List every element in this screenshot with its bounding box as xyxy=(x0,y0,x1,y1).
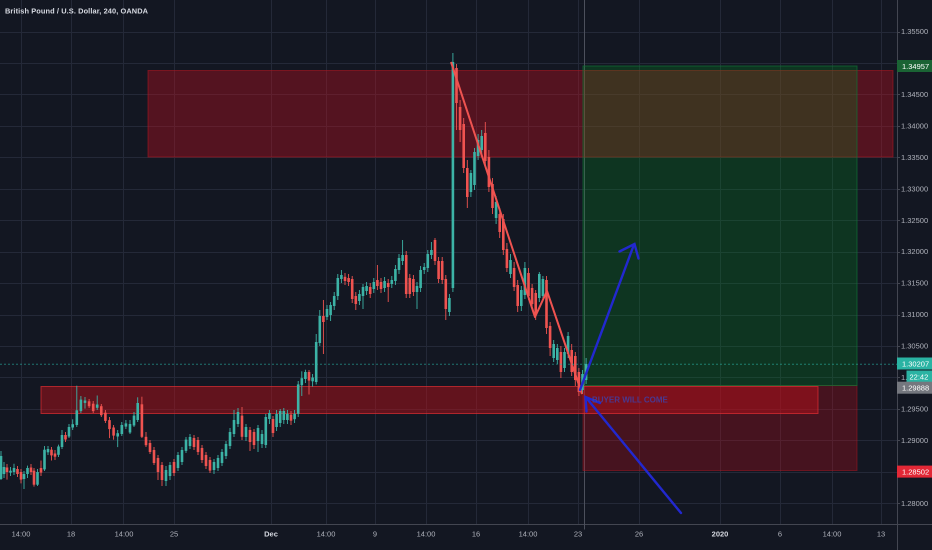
svg-text:14:00: 14:00 xyxy=(823,530,842,539)
svg-text:British Pound / U.S. Dollar, 2: British Pound / U.S. Dollar, 240, OANDA xyxy=(5,7,149,16)
svg-text:Dec: Dec xyxy=(264,530,278,539)
svg-text:1.28502: 1.28502 xyxy=(902,467,929,476)
svg-text:1.30500: 1.30500 xyxy=(901,342,928,351)
svg-text:1.34500: 1.34500 xyxy=(901,90,928,99)
svg-text:1.32000: 1.32000 xyxy=(901,247,928,256)
svg-text:13: 13 xyxy=(877,530,885,539)
svg-text:14:00: 14:00 xyxy=(519,530,538,539)
svg-text:9: 9 xyxy=(373,530,377,539)
svg-text:22:42: 22:42 xyxy=(910,373,929,382)
svg-text:14:00: 14:00 xyxy=(417,530,436,539)
svg-text:1.30207: 1.30207 xyxy=(902,359,929,368)
svg-text:1.32500: 1.32500 xyxy=(901,216,928,225)
svg-text:1.28000: 1.28000 xyxy=(901,499,928,508)
svg-text:1.29888: 1.29888 xyxy=(902,384,929,393)
svg-text:26: 26 xyxy=(635,530,643,539)
svg-text:BUYER WILL COME: BUYER WILL COME xyxy=(592,396,669,405)
svg-text:14:00: 14:00 xyxy=(115,530,134,539)
svg-text:1.29500: 1.29500 xyxy=(901,405,928,414)
svg-text:14:00: 14:00 xyxy=(317,530,336,539)
svg-text:1.31000: 1.31000 xyxy=(901,310,928,319)
svg-text:25: 25 xyxy=(170,530,178,539)
svg-text:6: 6 xyxy=(778,530,782,539)
svg-text:1.31500: 1.31500 xyxy=(901,279,928,288)
svg-text:1.34957: 1.34957 xyxy=(902,62,929,71)
svg-text:1.29000: 1.29000 xyxy=(901,436,928,445)
svg-text:1.33500: 1.33500 xyxy=(901,153,928,162)
svg-text:16: 16 xyxy=(472,530,480,539)
svg-text:1.35500: 1.35500 xyxy=(901,27,928,36)
svg-text:18: 18 xyxy=(67,530,75,539)
svg-text:1.34000: 1.34000 xyxy=(901,121,928,130)
svg-text:1.33000: 1.33000 xyxy=(901,184,928,193)
svg-text:23: 23 xyxy=(574,530,582,539)
svg-text:2020: 2020 xyxy=(712,530,729,539)
svg-text:14:00: 14:00 xyxy=(12,530,31,539)
